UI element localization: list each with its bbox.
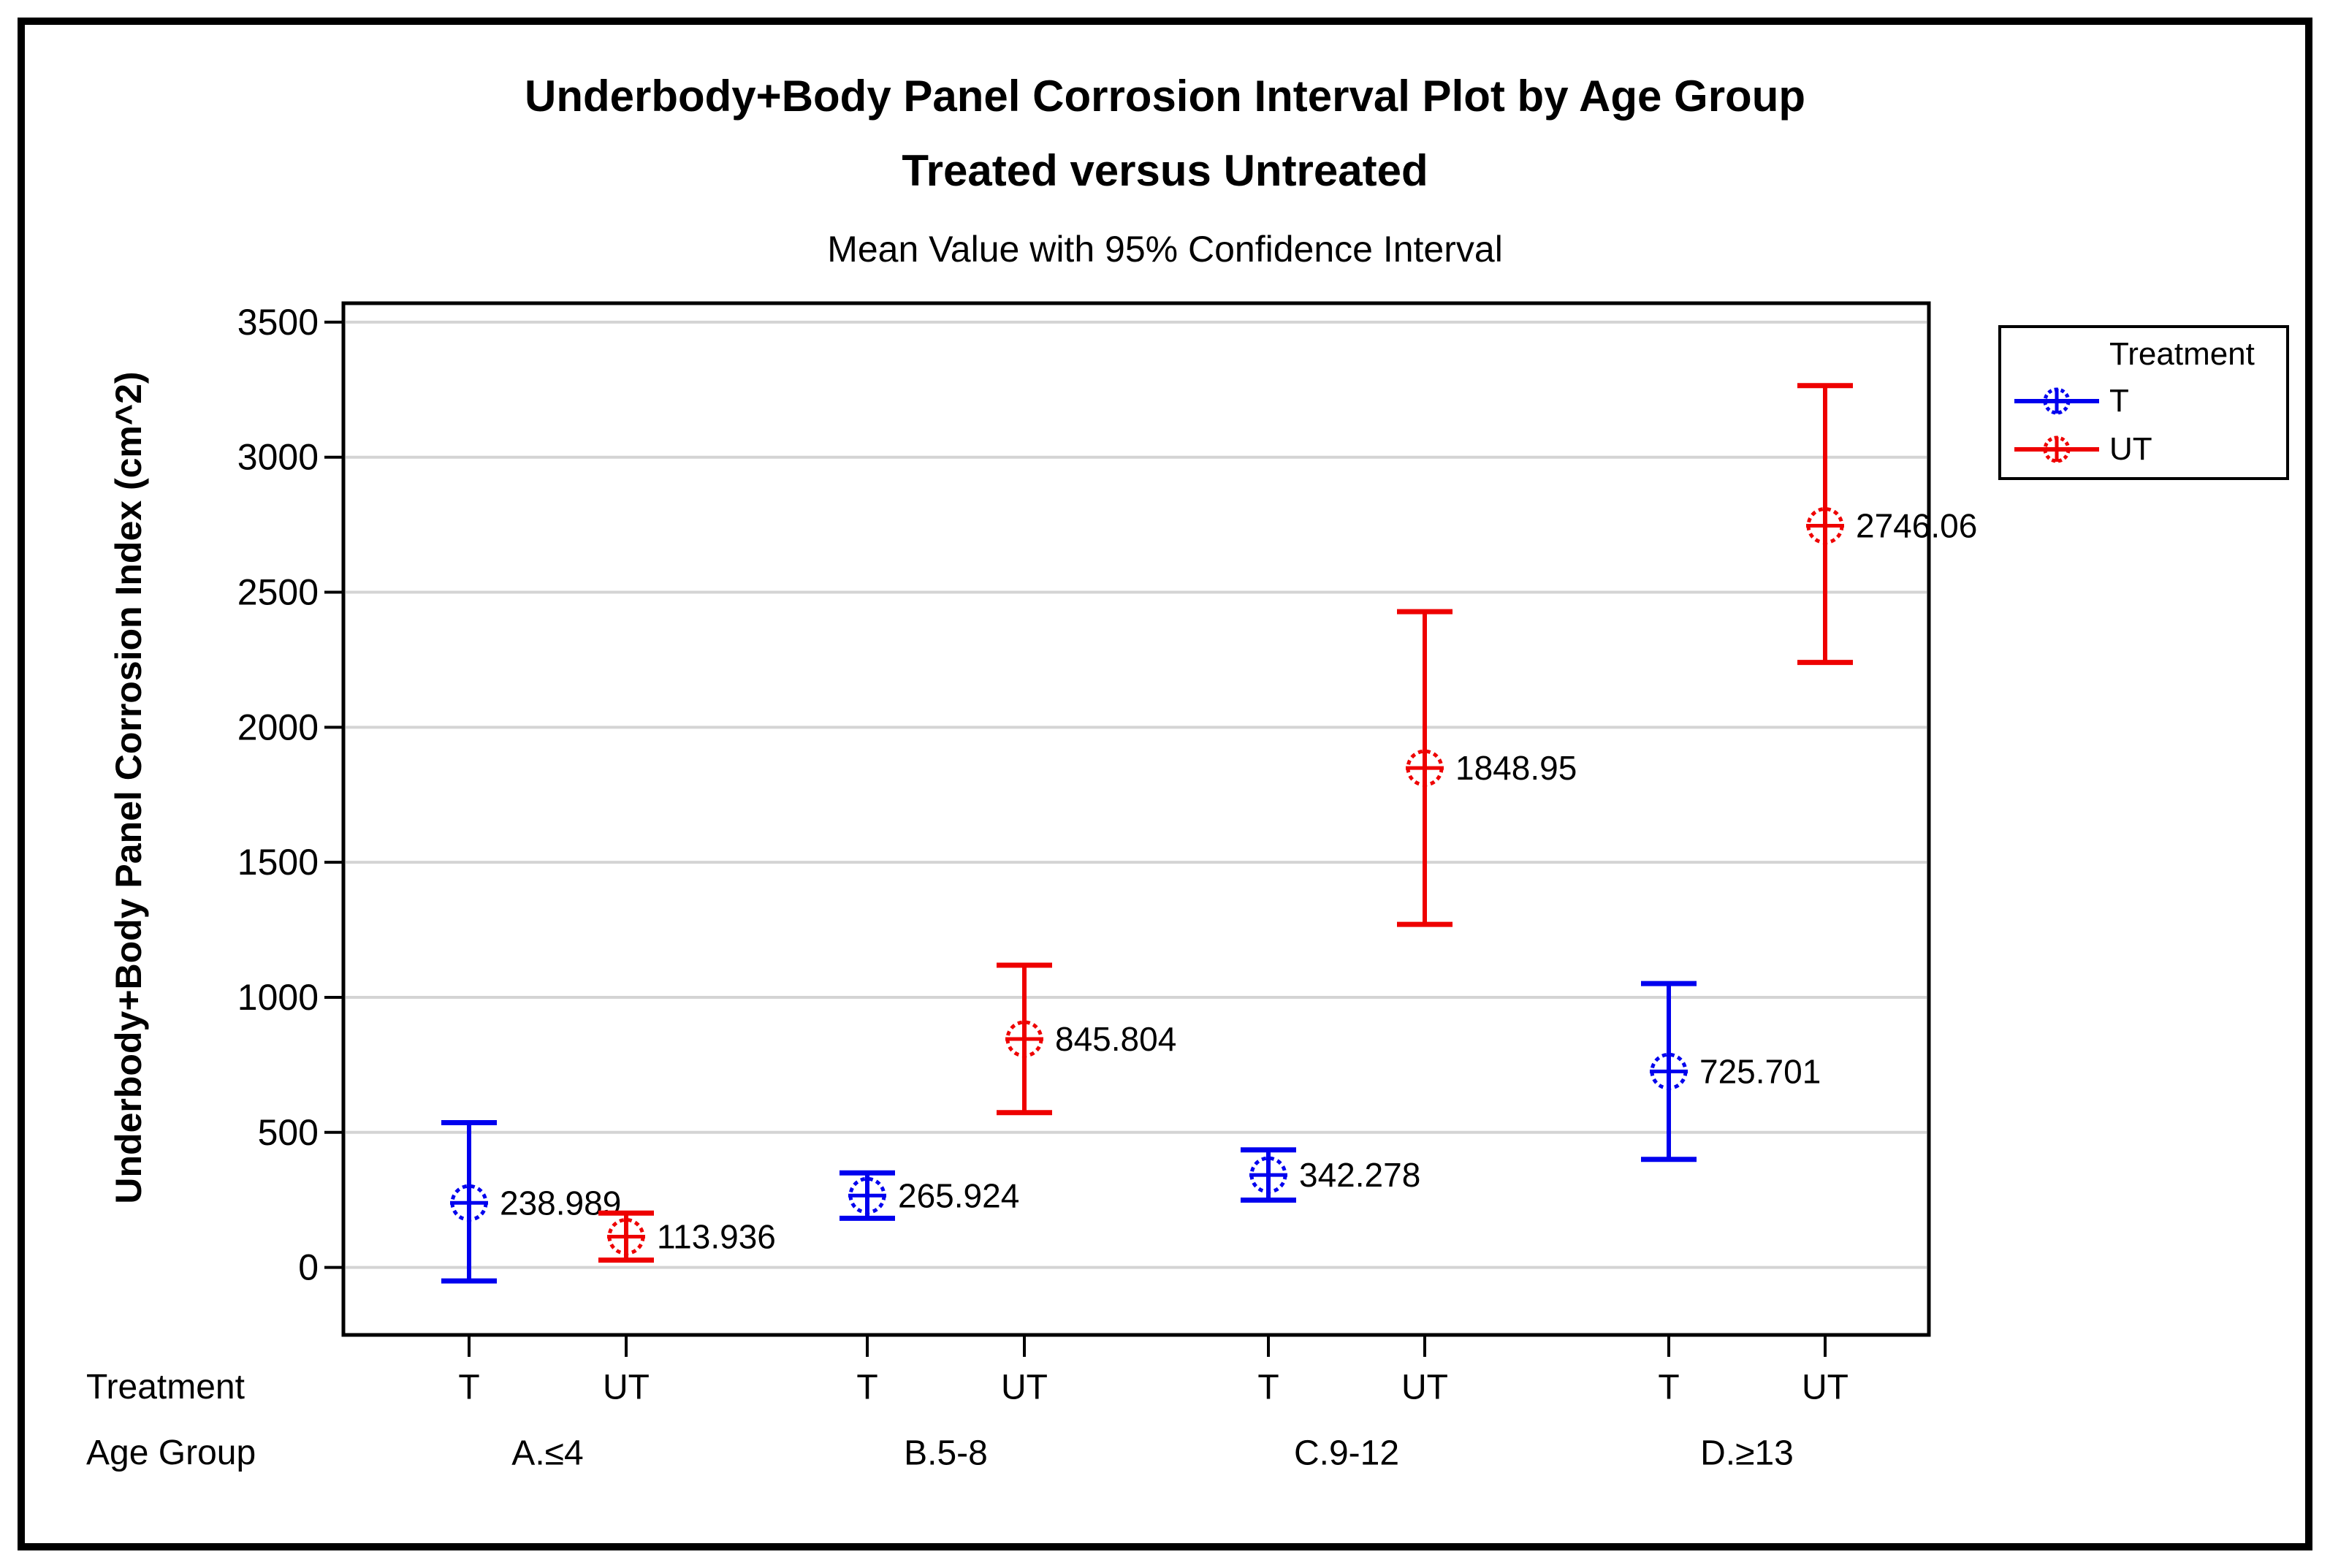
legend-title: Treatment (2109, 336, 2255, 372)
value-label-D.≥13-UT: 2746.06 (1856, 507, 1977, 545)
treatment-tick-label-A.≤4-UT: UT (603, 1369, 650, 1407)
treatment-tick-label-C.9-12-T: T (1257, 1369, 1279, 1407)
x-axis-row-header-age-group: Age Group (86, 1434, 256, 1472)
treatment-tick-label-D.≥13-UT: UT (1802, 1369, 1849, 1407)
age-group-label-D.≥13: D.≥13 (1700, 1434, 1794, 1473)
x-axis-row-header-treatment: Treatment (86, 1368, 245, 1407)
legend-entry-untreated: UT (2001, 432, 2286, 467)
value-label-B.5-8-UT: 845.804 (1055, 1020, 1176, 1058)
legend-marker-t-icon (2014, 387, 2099, 415)
value-label-B.5-8-T: 265.924 (898, 1176, 1019, 1214)
plot-frame (341, 301, 1931, 1337)
mean-marker-C.9-12-T (1249, 1156, 1287, 1194)
value-label-C.9-12-T: 342.278 (1299, 1156, 1420, 1194)
y-tick-label-500: 500 (258, 1112, 319, 1153)
mean-marker-C.9-12-UT (1406, 749, 1444, 787)
legend-label-ut: UT (2109, 431, 2152, 467)
mean-marker-B.5-8-T (848, 1176, 886, 1214)
legend-entry-treated: T (2001, 384, 2286, 419)
mean-marker-D.≥13-UT (1806, 507, 1844, 545)
value-label-A.≤4-UT: 113.936 (657, 1217, 776, 1255)
age-group-label-B.5-8: B.5-8 (904, 1434, 988, 1473)
chart-subtitle: Mean Value with 95% Confidence Interval (827, 229, 1503, 270)
value-label-C.9-12-UT: 1848.95 (1455, 749, 1577, 787)
value-label-A.≤4-T: 238.989 (500, 1184, 621, 1222)
mean-marker-A.≤4-UT (607, 1217, 645, 1255)
treatment-tick-label-A.≤4-T: T (458, 1369, 479, 1407)
treatment-tick-label-B.5-8-UT: UT (1001, 1369, 1048, 1407)
y-tick-label-3000: 3000 (237, 437, 319, 478)
chart-title-line1: Underbody+Body Panel Corrosion Interval … (524, 72, 1805, 121)
treatment-tick-label-C.9-12-UT: UT (1401, 1369, 1448, 1407)
treatment-tick-label-B.5-8-T: T (856, 1369, 877, 1407)
chart-title-line2: Treated versus Untreated (902, 146, 1428, 195)
mean-marker-B.5-8-UT (1005, 1020, 1043, 1058)
y-tick-label-1000: 1000 (237, 977, 319, 1018)
legend-marker-ut-icon (2014, 435, 2099, 463)
mean-marker-A.≤4-T (450, 1184, 488, 1222)
y-tick-label-2000: 2000 (237, 707, 319, 747)
value-label-D.≥13-T: 725.701 (1699, 1052, 1821, 1090)
mean-marker-D.≥13-T (1650, 1052, 1688, 1090)
age-group-label-A.≤4: A.≤4 (511, 1434, 583, 1473)
treatment-tick-label-D.≥13-T: T (1658, 1369, 1679, 1407)
age-group-label-C.9-12: C.9-12 (1294, 1434, 1399, 1473)
legend-label-t: T (2109, 383, 2129, 419)
y-tick-label-3500: 3500 (237, 302, 319, 343)
y-tick-label-0: 0 (298, 1247, 319, 1288)
y-tick-label-2500: 2500 (237, 572, 319, 613)
y-tick-label-1500: 1500 (237, 842, 319, 883)
legend-box: Treatment T UT (1998, 325, 2289, 480)
